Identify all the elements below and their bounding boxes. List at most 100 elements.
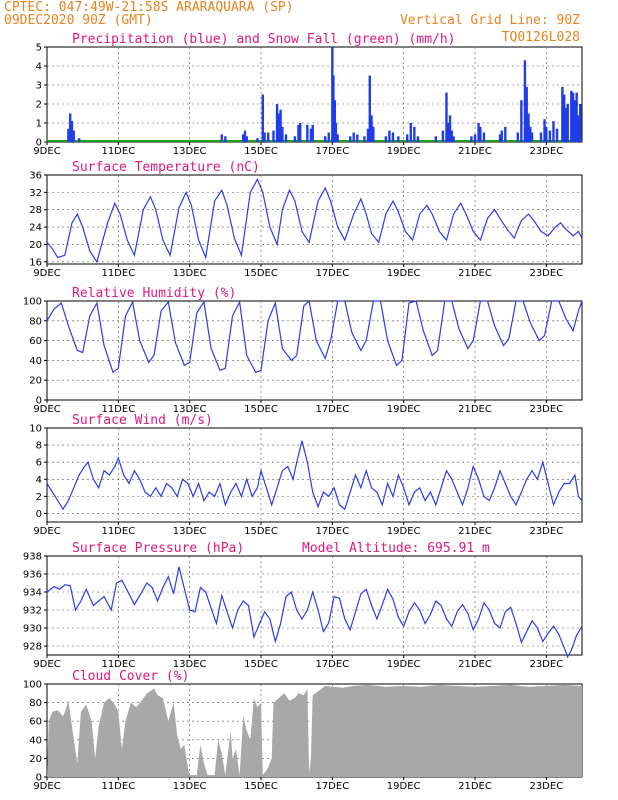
precip-bar	[397, 136, 400, 142]
x-tick-label: 13DEC	[173, 268, 207, 279]
precip-bar	[498, 134, 502, 142]
precip-bar	[529, 126, 532, 142]
y-tick-label: 0	[36, 396, 42, 407]
precip-bar	[482, 132, 486, 142]
precip-bar	[527, 113, 530, 142]
x-tick-label: 23DEC	[529, 659, 563, 670]
panel-subtitle-pressure: Model Altitude: 695.91 m	[302, 541, 490, 556]
y-tick-label: 60	[29, 717, 42, 728]
precip-bar	[548, 130, 552, 142]
x-tick-label: 11DEC	[101, 146, 135, 157]
x-tick-label: 11DEC	[101, 526, 135, 537]
precip-bar	[504, 126, 507, 142]
precip-bar	[409, 123, 412, 142]
panel-frame	[46, 427, 583, 523]
x-tick-label: 15DEC	[244, 146, 278, 157]
precip-bar	[363, 136, 366, 142]
precip-bar	[520, 100, 523, 142]
panel-rh: 0 20 40 60 80 100 9DEC 11DEC 13DEC 15DEC 17DEC 19DE…	[23, 286, 583, 415]
cloud-cover-area	[47, 684, 582, 777]
precip-bar	[523, 60, 527, 142]
precip-bar	[447, 123, 450, 142]
x-tick-label: 13DEC	[173, 146, 207, 157]
precip-bar	[68, 113, 72, 142]
precip-bar	[391, 132, 395, 142]
precip-bar	[566, 104, 569, 142]
x-tick-label: 11DEC	[101, 404, 135, 415]
precip-bar	[266, 132, 270, 142]
precip-bar	[416, 136, 420, 142]
y-tick-label: 32	[29, 188, 42, 199]
precip-bar	[370, 115, 373, 142]
panel-frame	[46, 300, 583, 401]
x-tick-label: 21DEC	[458, 268, 492, 279]
precip-bar	[473, 134, 477, 142]
x-tick-label: 17DEC	[315, 781, 349, 792]
precip-bar	[333, 100, 337, 142]
x-tick-label: 23DEC	[529, 781, 563, 792]
precip-bar	[571, 92, 575, 142]
precip-bar	[332, 75, 335, 142]
panel-title-wind: Surface Wind (m/s)	[72, 413, 213, 428]
precip-bar	[579, 104, 582, 142]
x-tick-label: 23DEC	[529, 526, 563, 537]
x-tick-label: 13DEC	[173, 659, 207, 670]
precip-bar	[277, 113, 281, 142]
x-tick-label: 21DEC	[458, 404, 492, 415]
precip-bar	[70, 121, 74, 142]
precip-bar	[441, 130, 445, 142]
precip-bar	[406, 134, 409, 142]
x-tick-label: 23DEC	[529, 268, 563, 279]
x-tick-label: 17DEC	[315, 526, 349, 537]
precip-bar	[263, 132, 266, 142]
precip-bar	[539, 132, 543, 142]
precip-bar	[445, 92, 448, 142]
y-tick-label: 20	[29, 754, 42, 765]
y-tick-label: 936	[23, 570, 42, 581]
precip-bar	[311, 124, 314, 142]
y-tick-label: 40	[29, 735, 42, 746]
precip-bar	[261, 94, 264, 142]
y-tick-label: 2	[36, 492, 42, 503]
header-grid-line: Vertical Grid Line: 90Z	[400, 13, 580, 28]
precip-bar	[448, 115, 452, 142]
x-tick-label: 13DEC	[173, 526, 207, 537]
precip-bar	[72, 130, 75, 142]
precip-bar	[324, 136, 327, 142]
precip-bar	[525, 86, 528, 142]
x-tick-label: 21DEC	[458, 781, 492, 792]
precip-bar	[272, 130, 275, 142]
precip-bar	[256, 138, 259, 142]
y-tick-label: 20	[29, 376, 42, 387]
y-tick-label: 80	[29, 316, 42, 327]
precip-bar	[284, 134, 288, 142]
y-tick-label: 80	[29, 698, 42, 709]
x-tick-label: 17DEC	[315, 659, 349, 670]
x-tick-label: 23DEC	[529, 146, 563, 157]
x-tick-label: 9DEC	[33, 268, 60, 279]
precip-bar	[348, 136, 352, 142]
y-tick-label: 4	[36, 475, 42, 486]
y-tick-label: 16	[29, 257, 42, 268]
y-tick-label: 60	[29, 336, 42, 347]
precip-bar	[293, 136, 297, 142]
series-line-wind	[46, 440, 583, 511]
y-tick-label: 36	[29, 171, 42, 182]
precip-bar	[279, 109, 282, 142]
panel-title-temp: Surface Temperature (nC)	[72, 160, 260, 175]
precip-bar	[309, 128, 313, 142]
x-tick-label: 11DEC	[101, 659, 135, 670]
precip-bar	[388, 130, 391, 142]
y-tick-label: 934	[23, 588, 42, 599]
y-tick-label: 0	[36, 138, 42, 149]
precip-bar	[336, 134, 339, 142]
x-tick-label: 23DEC	[529, 404, 563, 415]
precip-bar	[452, 136, 455, 142]
precip-bar	[530, 132, 534, 142]
precip-bar	[224, 136, 227, 142]
x-tick-label: 17DEC	[315, 404, 349, 415]
x-tick-label: 9DEC	[33, 659, 60, 670]
y-tick-label: 2	[36, 100, 42, 111]
precip-bar	[564, 107, 568, 142]
x-tick-label: 19DEC	[387, 781, 421, 792]
